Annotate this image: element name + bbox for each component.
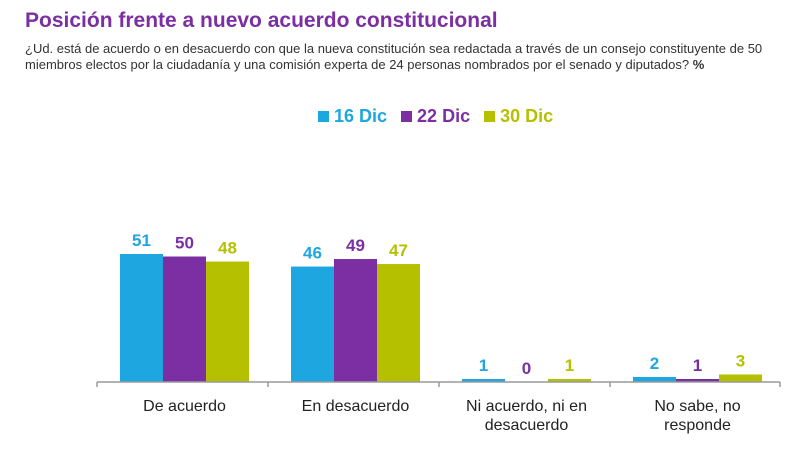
bar-2-1 xyxy=(291,266,334,382)
bar-4-1 xyxy=(633,376,676,382)
data-label-1-1: 51 xyxy=(132,231,151,250)
category-label-1: De acuerdo xyxy=(143,398,226,415)
legend-label: 22 Dic xyxy=(417,105,471,126)
legend-item-3: 30 Dic xyxy=(484,106,553,127)
data-label-2-3: 47 xyxy=(389,241,408,260)
legend-item-2: 22 Dic xyxy=(401,106,470,127)
data-label-2-2: 49 xyxy=(346,236,365,255)
question-text: ¿Ud. está de acuerdo o en desacuerdo con… xyxy=(25,41,763,72)
category-label-2: En desacuerdo xyxy=(302,398,410,415)
legend-label: 30 Dic xyxy=(500,105,554,126)
chart-question: ¿Ud. está de acuerdo o en desacuerdo con… xyxy=(25,41,785,73)
data-label-4-2: 1 xyxy=(693,356,702,375)
bar-4-2 xyxy=(676,379,719,382)
category-label-3: Ni acuerdo, ni en desacuerdo xyxy=(466,398,587,434)
bar-2-3 xyxy=(377,264,420,382)
bar-1-2 xyxy=(163,256,206,382)
data-label-3-3: 1 xyxy=(565,356,574,375)
chart-title: Posición frente a nuevo acuerdo constitu… xyxy=(25,9,498,32)
data-label-1-3: 48 xyxy=(218,239,237,258)
category-label-4: No sabe, no responde xyxy=(654,398,740,434)
data-label-3-1: 1 xyxy=(479,356,488,375)
bar-1-1 xyxy=(120,254,163,382)
data-label-3-2: 0 xyxy=(522,359,531,378)
bar-2-2 xyxy=(334,259,377,382)
data-label-4-1: 2 xyxy=(650,354,659,373)
unit-label: % xyxy=(692,57,705,72)
bar-1-3 xyxy=(206,261,249,382)
legend-item-1: 16 Dic xyxy=(318,106,387,127)
legend-swatch xyxy=(318,110,329,122)
legend-label: 16 Dic xyxy=(334,105,388,126)
bar-3-1 xyxy=(462,379,505,382)
data-label-4-3: 3 xyxy=(736,351,745,370)
bar-4-3 xyxy=(719,374,762,382)
bar-3-3 xyxy=(548,379,591,382)
data-label-1-2: 50 xyxy=(175,234,194,253)
data-label-2-1: 46 xyxy=(303,244,322,263)
legend-swatch xyxy=(401,110,413,122)
legend-swatch xyxy=(484,110,496,122)
chart-legend: 16 Dic 22 Dic 30 Dic xyxy=(318,106,567,126)
